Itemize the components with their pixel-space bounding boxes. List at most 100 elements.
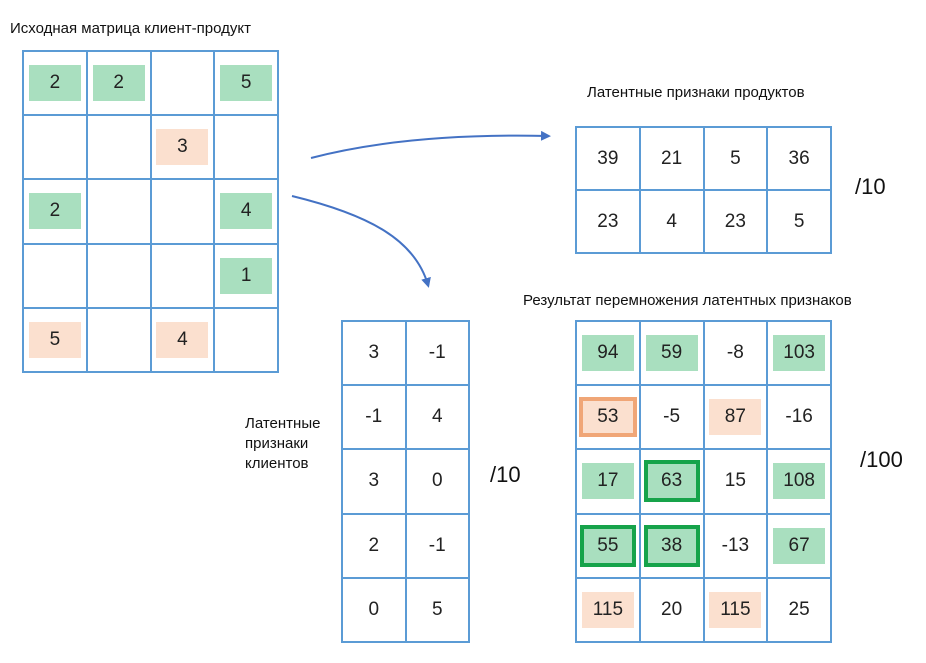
result-matrix-cell: 38	[639, 513, 704, 578]
result-matrix-value: -5	[663, 406, 681, 428]
result-matrix-value: 59	[645, 335, 698, 372]
client-features-cell: -1	[405, 321, 469, 386]
client-features-cell: -1	[405, 513, 469, 578]
result-matrix-value: 67	[773, 527, 826, 564]
product-features-matrix: 39 21 5 36 23 4 23 5	[575, 126, 832, 254]
product-features-cell: 4	[639, 190, 704, 253]
result-matrix-cell: -5	[639, 385, 704, 450]
product-features-cell: 39	[576, 127, 640, 190]
client-features-title-line-2: признаки	[245, 435, 309, 452]
result-matrix-cell: 25	[767, 577, 831, 642]
source-matrix-cell: 2	[86, 51, 151, 116]
source-matrix-value: 2	[28, 65, 81, 102]
client-features-cell: 3	[342, 449, 406, 514]
result-matrix-cell: -8	[703, 321, 768, 386]
source-matrix-value: 5	[220, 65, 273, 102]
result-matrix-value: 38	[643, 524, 700, 567]
source-matrix-cell	[150, 51, 215, 116]
source-matrix-cell	[86, 307, 151, 372]
source-matrix-cell	[150, 243, 215, 308]
result-matrix-value: 115	[709, 591, 762, 628]
result-matrix-cell: 63	[639, 449, 704, 514]
source-matrix-value: 3	[156, 129, 209, 166]
source-matrix-value: 4	[220, 193, 273, 230]
result-matrix-title: Результат перемножения латентных признак…	[523, 292, 852, 309]
result-matrix-cell: 17	[576, 449, 640, 514]
result-matrix-cell: 115	[703, 577, 768, 642]
result-matrix-value: 63	[643, 460, 700, 503]
source-matrix-value: 2	[92, 65, 145, 102]
source-matrix-title: Исходная матрица клиент-продукт	[10, 20, 251, 37]
source-matrix-value: 5	[28, 321, 81, 358]
result-matrix-cell: 20	[639, 577, 704, 642]
product-features-cell: 5	[703, 127, 768, 190]
result-matrix-cell: 103	[767, 321, 831, 386]
result-matrix-value: 25	[788, 598, 810, 620]
source-matrix-cell: 4	[214, 179, 278, 244]
product-features-cell: 36	[767, 127, 831, 190]
client-features-title-line-1: Латентные	[245, 415, 321, 432]
result-matrix-value: 87	[709, 399, 762, 436]
source-matrix-cell: 5	[23, 307, 87, 372]
arrow-to-clients	[291, 195, 431, 288]
client-features-cell: -1	[342, 385, 406, 450]
result-matrix-value: 15	[724, 470, 746, 492]
product-features-cell: 23	[703, 190, 768, 253]
client-features-cell: 0	[405, 449, 469, 514]
client-features-matrix: 3 -1 -1 4 3 0 2 -1 0 5	[341, 320, 470, 643]
result-matrix-cell: -16	[767, 385, 831, 450]
source-matrix-cell: 5	[214, 51, 278, 116]
result-matrix-cell: 15	[703, 449, 768, 514]
source-matrix-cell	[214, 307, 278, 372]
source-matrix-cell: 1	[214, 243, 278, 308]
result-matrix-cell: 67	[767, 513, 831, 578]
result-matrix-value: 94	[581, 335, 634, 372]
source-matrix-cell	[86, 243, 151, 308]
source-matrix-cell	[214, 115, 278, 180]
client-features-cell: 3	[342, 321, 406, 386]
source-matrix-cell	[23, 243, 87, 308]
source-matrix-cell: 4	[150, 307, 215, 372]
arrow-to-products	[310, 130, 551, 159]
result-matrix-cell: 55	[576, 513, 640, 578]
result-matrix-value: 17	[581, 463, 634, 500]
result-matrix-value: 115	[581, 591, 634, 628]
source-matrix-cell: 2	[23, 179, 87, 244]
client-scale-label: /10	[490, 462, 521, 487]
source-matrix-value: 1	[220, 257, 273, 294]
source-matrix-cell	[86, 179, 151, 244]
source-matrix-cell: 3	[150, 115, 215, 180]
product-features-cell: 23	[576, 190, 640, 253]
product-features-cell: 5	[767, 190, 831, 253]
result-matrix-cell: 94	[576, 321, 640, 386]
client-features-cell: 5	[405, 577, 469, 642]
source-matrix-cell: 2	[23, 51, 87, 116]
product-scale-label: /10	[855, 174, 886, 199]
result-matrix-cell: 108	[767, 449, 831, 514]
result-matrix-value: 55	[579, 524, 636, 567]
source-matrix-cell	[23, 115, 87, 180]
result-matrix-value: 108	[773, 463, 826, 500]
result-matrix-value: 53	[578, 397, 637, 438]
client-features-title-line-3: клиентов	[245, 455, 309, 472]
result-matrix-cell: 87	[703, 385, 768, 450]
result-matrix: 94 59 -8 103 53 -5 87 -16 17 63 15 108 55 38 -13 67 115 2…	[575, 320, 832, 643]
source-matrix-cell	[150, 179, 215, 244]
product-features-cell: 21	[639, 127, 704, 190]
client-features-cell: 0	[342, 577, 406, 642]
product-features-title: Латентные признаки продуктов	[587, 84, 805, 101]
result-matrix-value: -13	[721, 534, 750, 556]
client-features-cell: 4	[405, 385, 469, 450]
result-matrix-cell: 53	[576, 385, 640, 450]
result-matrix-cell: -13	[703, 513, 768, 578]
source-matrix-cell	[86, 115, 151, 180]
result-scale-label: /100	[860, 447, 903, 472]
source-matrix-value: 4	[156, 321, 209, 358]
result-matrix-value: 103	[773, 335, 826, 372]
result-matrix-value: -16	[785, 406, 813, 428]
result-matrix-cell: 115	[576, 577, 640, 642]
source-matrix-value: 2	[28, 193, 81, 230]
result-matrix-cell: 59	[639, 321, 704, 386]
